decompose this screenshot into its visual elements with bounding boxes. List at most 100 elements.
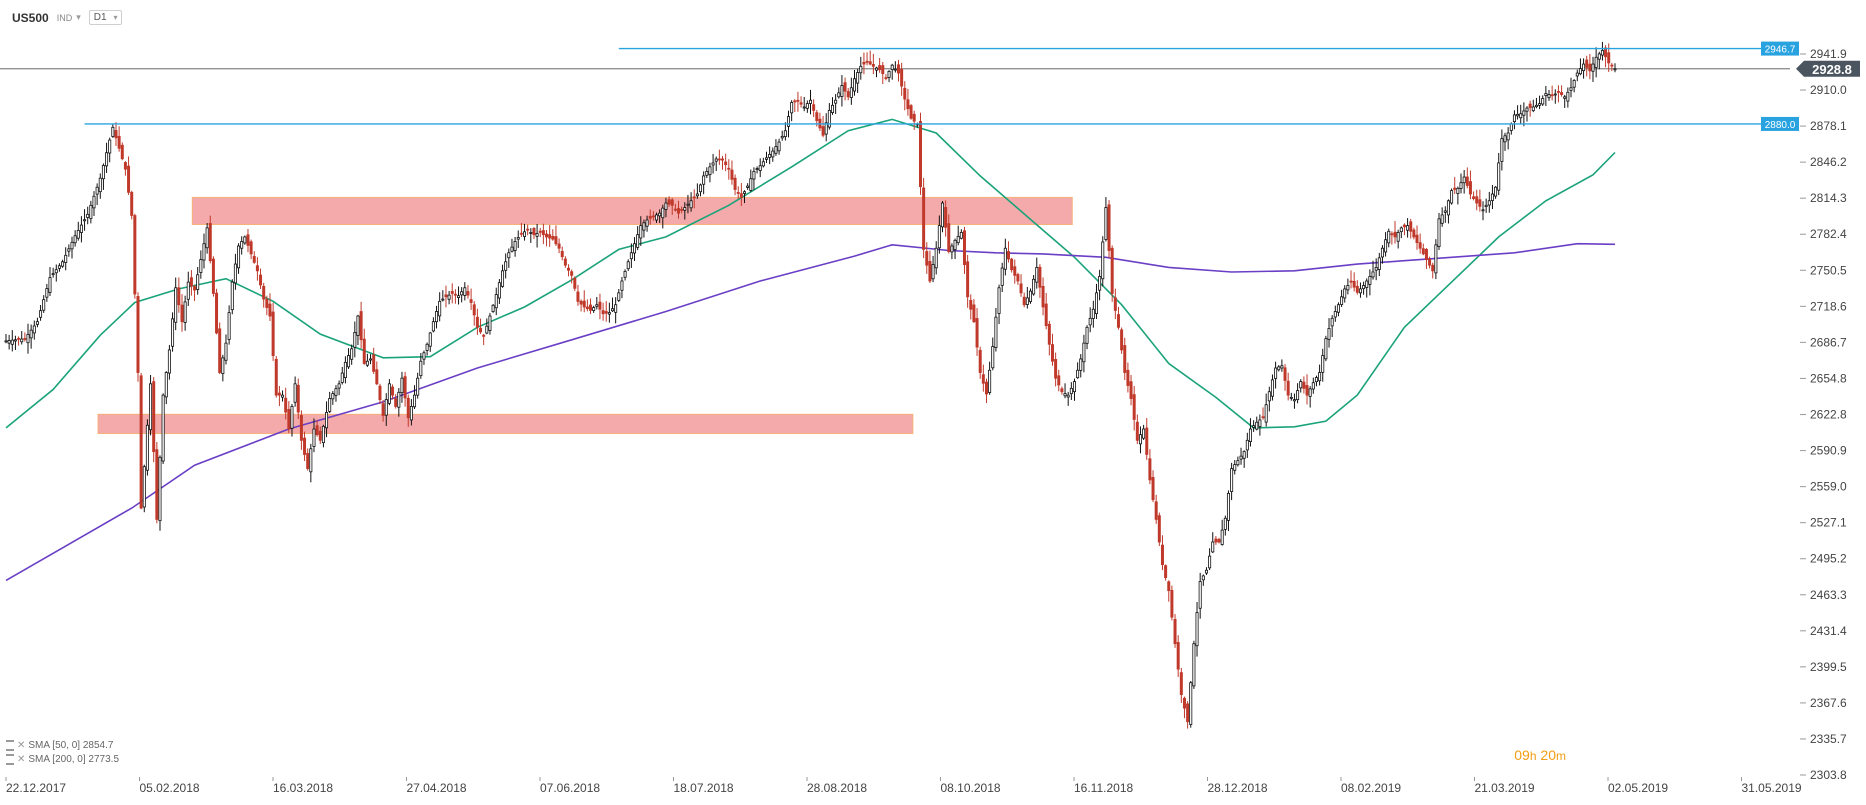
candle-body xyxy=(1050,344,1054,362)
candle-body xyxy=(1443,210,1447,213)
candle-body xyxy=(1274,367,1278,379)
chevron-down-icon[interactable]: ▾ xyxy=(76,12,81,22)
close-icon[interactable]: ✕ xyxy=(17,754,26,765)
candle-body xyxy=(1176,642,1180,670)
candle-body xyxy=(1255,421,1259,430)
candle-body xyxy=(1424,249,1428,260)
candle-body xyxy=(356,315,360,336)
candle-body xyxy=(111,126,115,137)
candle-body xyxy=(1538,103,1542,106)
candle-body xyxy=(966,261,970,298)
candle-body xyxy=(1248,428,1252,442)
candle-body xyxy=(1560,92,1564,95)
y-tick-label: 2718.6 xyxy=(1810,299,1847,313)
candle-body xyxy=(1182,697,1186,709)
candle-body xyxy=(1308,388,1312,397)
candle-body xyxy=(887,71,891,78)
candle-body xyxy=(7,340,11,344)
candle-body xyxy=(413,394,417,408)
candle-body xyxy=(1456,187,1460,194)
candle-body xyxy=(1296,390,1300,401)
candle-body xyxy=(1208,555,1212,569)
legend-sma50[interactable]: ✕ SMA [50, 0] 2854.7 xyxy=(6,740,113,751)
candle-body xyxy=(1566,91,1570,102)
candle-body xyxy=(1239,455,1243,460)
candle-body xyxy=(699,184,703,193)
candle-body xyxy=(120,144,124,160)
candle-body xyxy=(416,377,420,396)
candle-body xyxy=(491,304,495,312)
y-tick-label: 2463.3 xyxy=(1810,588,1847,602)
list-icon[interactable] xyxy=(6,754,14,765)
candle-body xyxy=(1233,464,1237,471)
candle-body xyxy=(1380,247,1384,258)
candle-body xyxy=(299,415,303,441)
candle-body xyxy=(57,265,61,269)
candle-body xyxy=(765,157,769,160)
candle-body xyxy=(1481,209,1485,212)
candle-body xyxy=(325,412,329,429)
candle-body xyxy=(180,304,184,323)
candle-body xyxy=(1226,493,1230,521)
legend-sma200[interactable]: ✕ SMA [200, 0] 2773.5 xyxy=(6,754,119,765)
candle-body xyxy=(1186,703,1190,723)
candle-body xyxy=(783,130,787,137)
candle-body xyxy=(1384,239,1388,253)
candle-body xyxy=(730,169,734,180)
candle-body xyxy=(387,383,391,404)
candle-body xyxy=(830,104,834,113)
candle-body xyxy=(438,300,442,317)
candle-body xyxy=(221,357,225,374)
indicator-label[interactable]: IND xyxy=(56,12,73,23)
candle-body xyxy=(1406,225,1410,231)
candle-body xyxy=(950,245,954,253)
candle-body xyxy=(1371,271,1375,278)
candle-body xyxy=(1179,672,1183,695)
candle-body xyxy=(1585,59,1589,68)
candle-body xyxy=(259,274,263,286)
candle-body xyxy=(579,300,583,305)
current-price-label: 2928.8 xyxy=(1812,62,1852,77)
candle-body xyxy=(1217,539,1221,543)
candle-body xyxy=(1230,468,1234,492)
timeframe-select[interactable]: D1 ▾ xyxy=(88,10,122,25)
list-icon[interactable] xyxy=(6,740,14,751)
candle-body xyxy=(419,360,423,377)
candle-body xyxy=(670,199,674,206)
y-tick-label: 2654.8 xyxy=(1810,371,1847,385)
candle-body xyxy=(287,409,291,430)
candle-body xyxy=(378,385,382,401)
chevron-down-icon: ▾ xyxy=(113,13,118,22)
candle-body xyxy=(755,168,759,170)
candle-body xyxy=(497,282,501,299)
candle-body xyxy=(1038,266,1042,288)
candle-body xyxy=(1522,110,1526,116)
candle-body xyxy=(834,99,838,104)
candle-body xyxy=(529,232,533,234)
candle-body xyxy=(614,304,618,313)
candle-body xyxy=(215,292,219,334)
symbol-label[interactable]: US500 xyxy=(12,10,49,25)
close-icon[interactable]: ✕ xyxy=(17,740,26,751)
candle-body xyxy=(1346,285,1350,291)
candle-body xyxy=(469,299,473,303)
candle-body xyxy=(1060,388,1064,393)
candle-body xyxy=(48,277,52,293)
y-tick-label: 2399.5 xyxy=(1810,660,1847,674)
candle-body xyxy=(309,448,313,473)
candle-body xyxy=(1475,196,1479,204)
candle-body xyxy=(277,392,281,396)
candle-body xyxy=(962,230,966,266)
candle-body xyxy=(1440,214,1444,224)
candle-body xyxy=(61,261,65,267)
candle-body xyxy=(727,167,731,170)
candle-body xyxy=(787,116,791,127)
candle-body xyxy=(1132,394,1136,420)
candle-body xyxy=(1305,385,1309,396)
candle-body xyxy=(617,292,621,301)
x-tick-label: 02.05.2019 xyxy=(1608,781,1668,795)
candle-body xyxy=(746,185,750,188)
candle-body xyxy=(1160,544,1164,566)
candle-body xyxy=(664,202,668,210)
